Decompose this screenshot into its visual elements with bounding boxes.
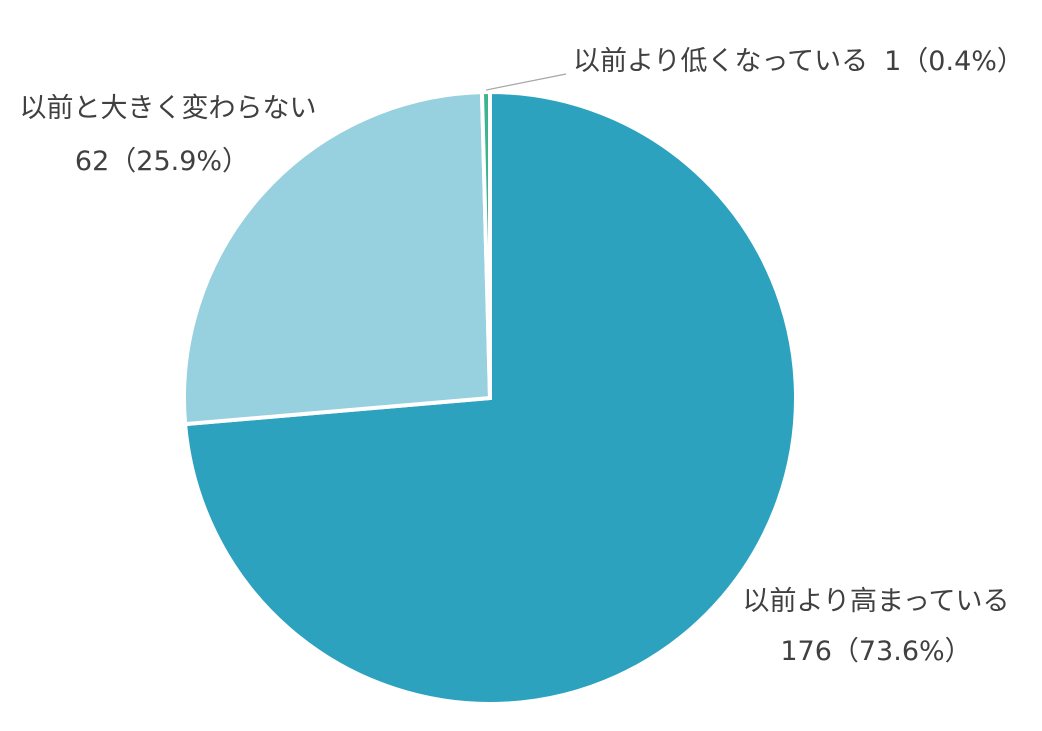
slice-label-decreased: 以前より低くなっている 1（0.4%） — [573, 46, 1024, 77]
leader-lines — [485, 73, 567, 91]
slice-value-increased: 176（73.6%） — [780, 636, 971, 667]
slice-value-decreased: 1（0.4%） — [884, 46, 1024, 77]
pie-slice-unchanged — [182, 90, 493, 427]
slice-labels: 以前より高まっている 176（73.6%） 以前と大きく変わらない 62（25.… — [20, 46, 1024, 667]
slice-value-unchanged: 62（25.9%） — [75, 146, 249, 177]
slice-label-decreased-name: 以前より低くなっている — [573, 46, 868, 77]
pie-slice-decreased — [479, 89, 492, 399]
pie-slices — [182, 89, 798, 706]
leader-line-decreased — [485, 73, 567, 91]
slice-label-increased: 以前より高まっている — [742, 586, 1009, 617]
slice-label-unchanged: 以前と大きく変わらない — [20, 93, 317, 124]
